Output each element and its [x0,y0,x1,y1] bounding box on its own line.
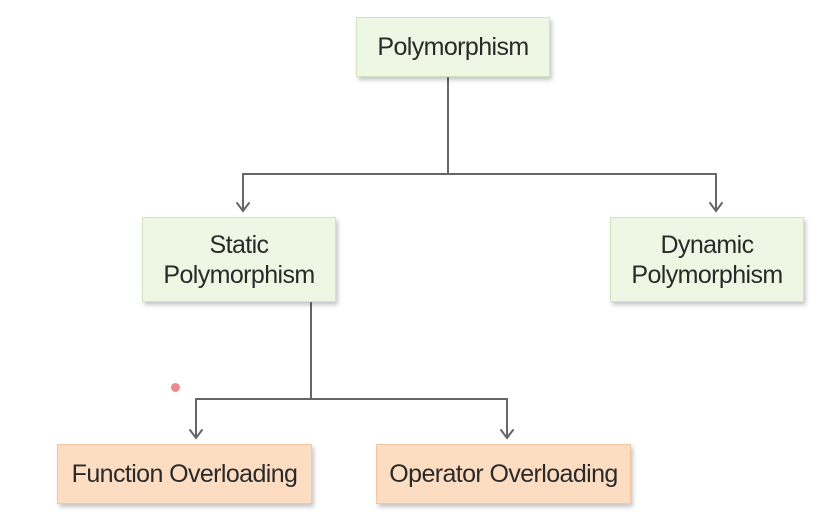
arrowhead-to-static [236,202,250,213]
node-dynamic-polymorphism: Dynamic Polymorphism [610,217,804,302]
node-polymorphism-label: Polymorphism [377,33,529,61]
node-dynamic-polymorphism-label: Dynamic Polymorphism [631,230,783,289]
arrowhead-to-function-overloading [189,429,203,440]
node-operator-overloading-label: Operator Overloading [389,460,618,488]
node-operator-overloading: Operator Overloading [376,444,631,504]
node-static-polymorphism: Static Polymorphism [142,217,336,302]
node-function-overloading-label: Function Overloading [71,460,298,488]
arrowhead-to-dynamic [709,202,723,213]
node-static-polymorphism-label: Static Polymorphism [163,230,315,289]
pointer-dot [171,383,180,392]
node-polymorphism: Polymorphism [356,17,550,77]
node-function-overloading: Function Overloading [57,444,312,504]
arrowhead-to-operator-overloading [500,429,514,440]
